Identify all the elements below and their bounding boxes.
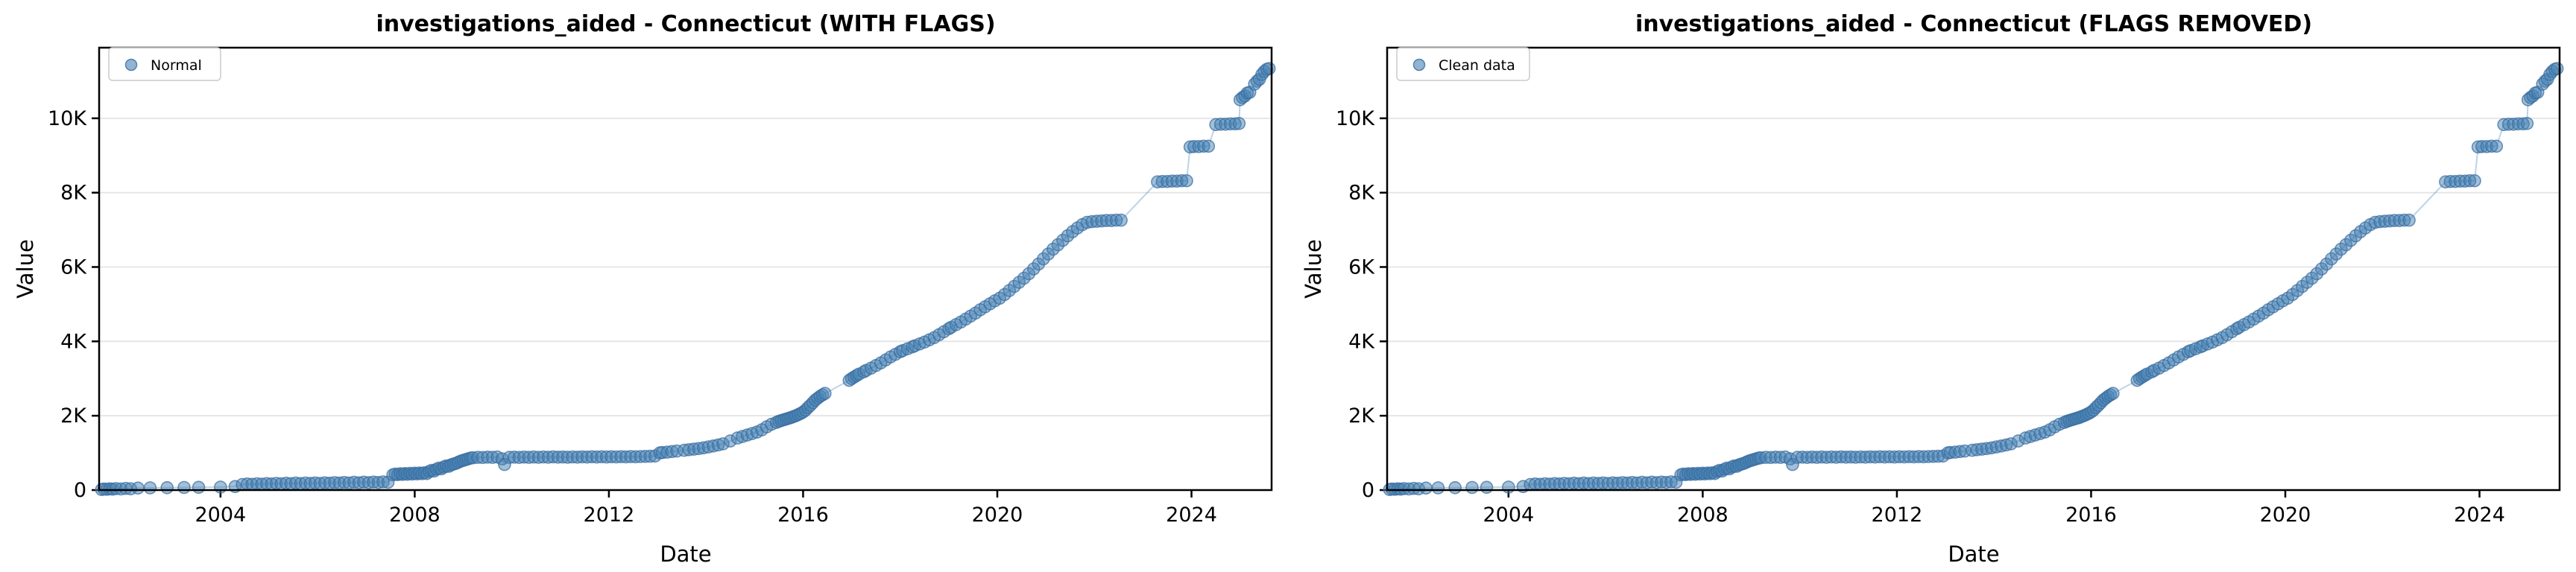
y-tick-label: 8K — [1348, 182, 1375, 205]
data-point — [1419, 481, 1433, 495]
x-tick-label: 2016 — [777, 503, 829, 527]
x-axis-label: Date — [1948, 541, 1999, 567]
y-axis-label: Value — [1301, 239, 1326, 299]
data-point — [2468, 174, 2481, 188]
data-point — [1202, 139, 1216, 153]
x-tick-label: 2020 — [972, 503, 1023, 527]
subplot-flags-removed: 0 2K 4K 6K 8K 10K 2004 2008 2012 2016 2020 2024 inv… — [1288, 0, 2576, 572]
data-point — [2520, 117, 2534, 130]
x-tick-label: 2012 — [584, 503, 635, 527]
legend: Clean data — [1396, 47, 1530, 81]
data-point — [818, 387, 832, 401]
x-tick-label: 2024 — [1166, 503, 1217, 527]
y-tick-label: 6K — [1348, 256, 1375, 279]
data-point — [2550, 62, 2564, 75]
data-point — [1262, 62, 1276, 75]
y-tick-label: 6K — [60, 256, 87, 279]
legend-frame — [1396, 47, 1530, 81]
y-tick-label: 4K — [1348, 330, 1375, 353]
y-tick-label: 4K — [60, 330, 87, 353]
y-tick-label: 2K — [1348, 404, 1375, 428]
legend-marker-icon — [1412, 58, 1426, 72]
y-tick-label: 0 — [1362, 479, 1374, 502]
y-tick-label: 0 — [74, 479, 86, 502]
scatter-plot-flags-removed: 0 2K 4K 6K 8K 10K 2004 2008 2012 2016 2020 2024 inv… — [1301, 11, 2564, 567]
y-tick-label: 10K — [1336, 107, 1375, 130]
data-point — [143, 481, 157, 495]
data-point — [1232, 117, 1246, 130]
legend: Normal — [108, 47, 221, 81]
data-line — [101, 68, 1269, 491]
x-tick-label: 2008 — [389, 503, 441, 527]
data-point — [1480, 480, 1494, 495]
data-point — [1114, 213, 1128, 227]
x-axis-label: Date — [660, 541, 711, 567]
x-tick-label: 2008 — [1677, 503, 1729, 527]
y-tick-label: 8K — [60, 182, 87, 205]
scatter-plot-with-flags: 0 2K 4K 6K 8K 10K 2004 2008 2012 2016 2020 2024 inv… — [13, 11, 1276, 567]
y-axis-label: Value — [13, 239, 38, 299]
data-point — [2490, 139, 2504, 153]
legend-marker-icon — [124, 58, 138, 72]
legend-frame — [108, 47, 221, 81]
subplot-with-flags: 0 2K 4K 6K 8K 10K 2004 2008 2012 2016 2020 2024 inv… — [13, 11, 1276, 567]
x-tick-label: 2004 — [1483, 503, 1534, 527]
y-tick-label: 2K — [60, 404, 87, 428]
chart-title: investigations_aided - Connecticut (WITH… — [376, 11, 995, 37]
legend-label: Clean data — [1439, 57, 1515, 74]
data-point — [177, 480, 191, 495]
x-tick-label: 2020 — [2260, 503, 2311, 527]
y-tick-label: 10K — [48, 107, 87, 130]
data-point — [131, 481, 145, 495]
data-point — [213, 480, 227, 494]
x-tick-label: 2004 — [195, 503, 246, 527]
x-tick-label: 2024 — [2454, 503, 2505, 527]
data-line — [1389, 68, 2557, 491]
data-point — [1431, 481, 1445, 495]
plot-border — [98, 46, 1273, 492]
x-tick-label: 2016 — [2065, 503, 2117, 527]
chart-title: investigations_aided - Connecticut (FLAG… — [1635, 11, 2312, 37]
x-tick-label: 2012 — [1872, 503, 1923, 527]
data-point — [2402, 213, 2416, 227]
data-point — [1180, 174, 1193, 188]
plot-border — [1386, 46, 2561, 492]
data-point — [2106, 387, 2120, 401]
data-point — [1501, 480, 1515, 494]
data-point — [1465, 480, 1479, 495]
data-point — [192, 480, 206, 495]
data-point — [1448, 480, 1462, 495]
legend-label: Normal — [151, 57, 202, 74]
data-point — [160, 480, 174, 495]
